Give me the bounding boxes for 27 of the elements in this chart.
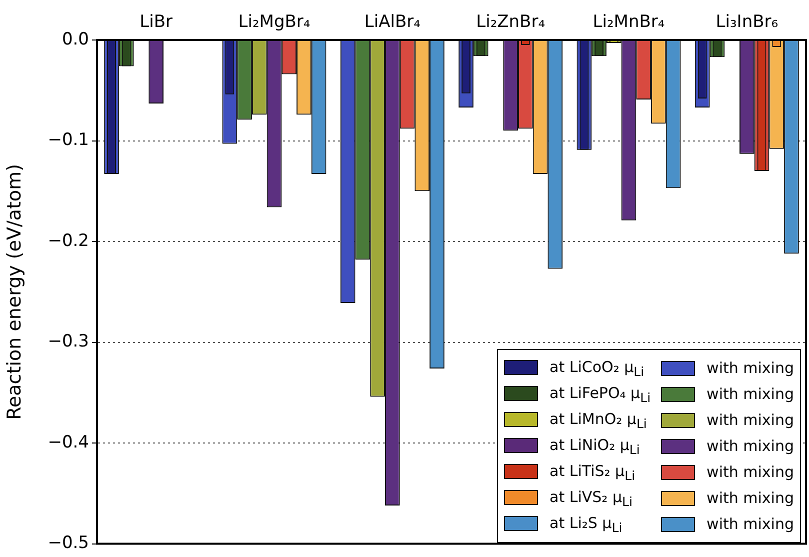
y-tick-label: −0.2: [48, 230, 89, 251]
y-axis-title: Reaction energy (eV/atom): [3, 164, 26, 420]
legend-label: with mixing: [706, 515, 794, 533]
legend-label: at LiTiS₂ μ$_{Li}$: [550, 462, 636, 482]
x-tick-label: Li₂MnBr₄: [592, 12, 665, 32]
legend-label: at LiMnO₂ μ$_{Li}$: [550, 410, 647, 430]
legend-label: at LiVS₂ μ$_{Li}$: [550, 488, 632, 508]
legend-label: with mixing: [706, 359, 794, 377]
legend-label: with mixing: [706, 411, 794, 429]
legend-label: with mixing: [706, 385, 794, 403]
y-tick-label: −0.1: [48, 130, 89, 150]
legend-label: at LiCoO₂ μ$_{Li}$: [550, 358, 644, 378]
y-tick-label: −0.3: [48, 332, 89, 352]
legend-label: with mixing: [706, 489, 794, 507]
legend-label: at LiNiO₂ μ$_{Li}$: [550, 436, 640, 456]
x-tick-label: Li₃InBr₆: [716, 12, 778, 32]
legend-label: at Li₂S μ$_{Li}$: [550, 514, 622, 534]
legend-label: at LiFePO₄ μ$_{Li}$: [550, 384, 651, 404]
x-tick-label: LiBr: [140, 12, 173, 32]
x-tick-label: LiAlBr₄: [364, 12, 421, 32]
legend-label: with mixing: [706, 437, 794, 455]
y-tick-label: −0.5: [48, 533, 89, 554]
y-tick-label: −0.4: [48, 432, 89, 452]
x-tick-label: Li₂ZnBr₄: [476, 12, 546, 32]
x-tick-label: Li₂MgBr₄: [238, 12, 310, 32]
legend-label: with mixing: [706, 463, 794, 481]
y-tick-label: 0.0: [62, 29, 89, 50]
